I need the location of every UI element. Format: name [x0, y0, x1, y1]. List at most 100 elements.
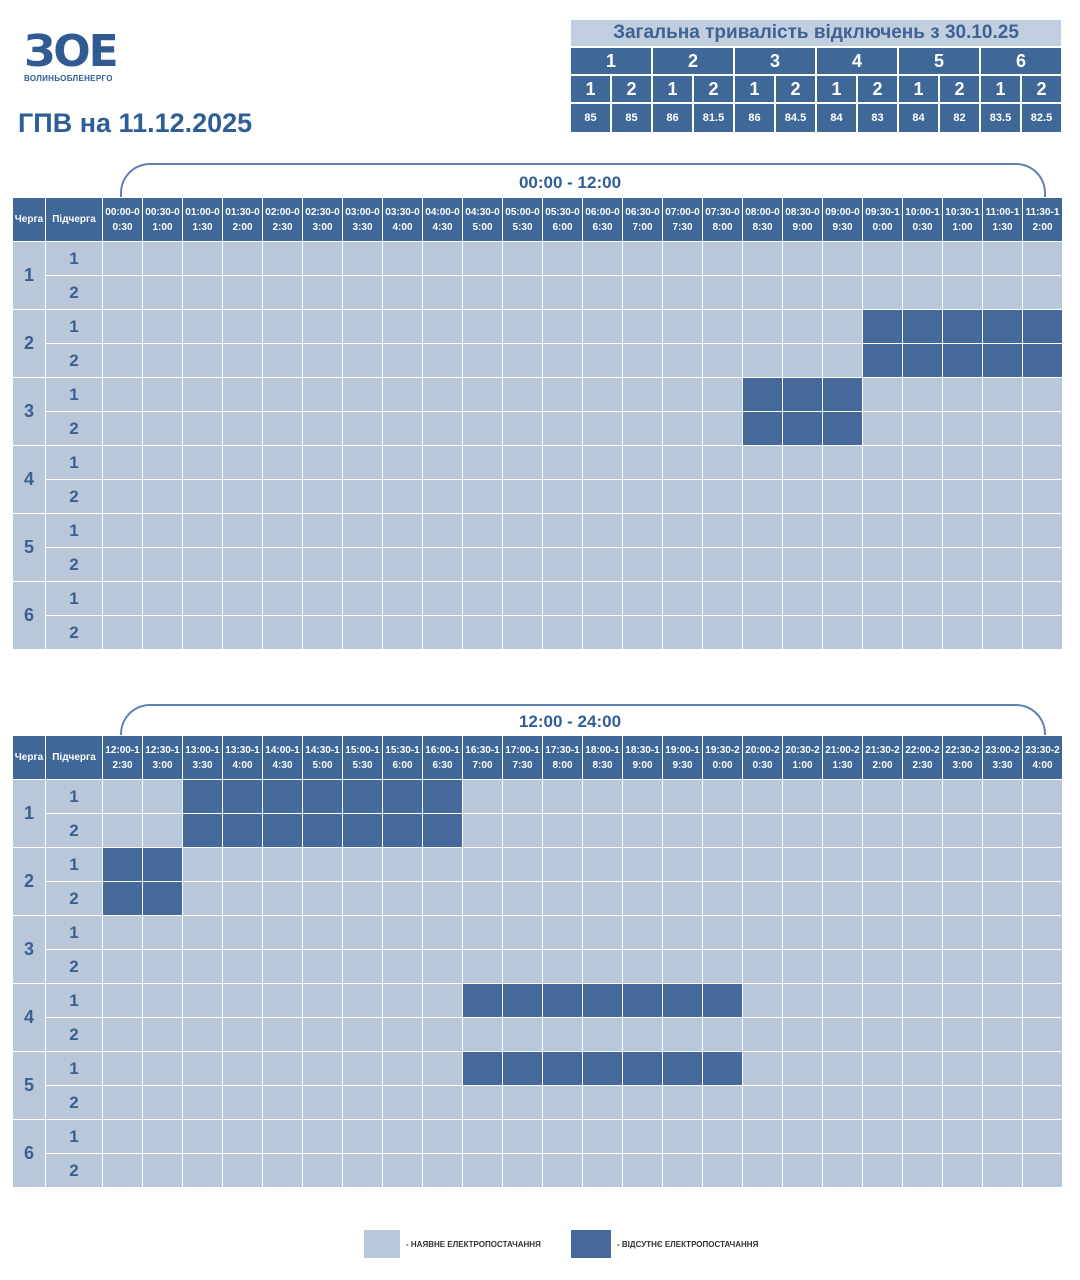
cell-available: [782, 275, 823, 310]
summary-subqueue: 1: [651, 74, 694, 104]
cell-available: [742, 1119, 783, 1154]
cell-available: [982, 1085, 1023, 1120]
cell-available: [222, 275, 263, 310]
cell-available: [142, 813, 183, 848]
slot-header: 21:00-21:30: [822, 735, 863, 780]
cell-available: [1022, 813, 1063, 848]
cell-available: [102, 779, 143, 814]
cell-available: [142, 581, 183, 616]
cell-available: [342, 847, 383, 882]
cell-available: [822, 847, 863, 882]
cell-available: [902, 241, 943, 276]
cell-available: [422, 881, 463, 916]
cell-available: [142, 411, 183, 446]
cell-available: [662, 847, 703, 882]
cell-available: [302, 949, 343, 984]
cell-available: [462, 813, 503, 848]
cell-available: [782, 513, 823, 548]
cell-outage: [742, 411, 783, 446]
summary-value: 84: [815, 102, 858, 134]
cell-available: [822, 1119, 863, 1154]
cell-available: [542, 1017, 583, 1052]
cell-available: [622, 881, 663, 916]
header-row: Черга Підчерга 12:00-12:30 12:30-13:00 13:00…: [12, 735, 1063, 780]
cell-available: [182, 343, 223, 378]
cell-available: [1022, 1017, 1063, 1052]
cell-available: [102, 411, 143, 446]
cell-available: [222, 343, 263, 378]
cell-available: [182, 847, 223, 882]
cell-available: [662, 547, 703, 582]
cell-available: [742, 241, 783, 276]
slot-header: 08:30-09:00: [782, 197, 823, 242]
cell-available: [382, 881, 423, 916]
subqueue-number: 1: [45, 779, 103, 814]
cell-available: [582, 581, 623, 616]
queue-number: 4: [12, 445, 46, 514]
cell-available: [982, 615, 1023, 650]
cell-available: [862, 847, 903, 882]
cell-available: [862, 241, 903, 276]
cell-available: [742, 949, 783, 984]
cell-available: [302, 1017, 343, 1052]
cell-outage: [142, 847, 183, 882]
cell-available: [222, 309, 263, 344]
summary-subqueue: 2: [610, 74, 653, 104]
summary-value: 83.5: [979, 102, 1022, 134]
summary-value: 83: [856, 102, 899, 134]
cell-available: [902, 547, 943, 582]
cell-available: [1022, 513, 1063, 548]
cell-available: [182, 445, 223, 480]
cell-available: [502, 411, 543, 446]
summary-subqueue: 2: [938, 74, 981, 104]
slot-header: 09:30-10:00: [862, 197, 903, 242]
cell-available: [782, 779, 823, 814]
cell-available: [902, 377, 943, 412]
cell-available: [662, 343, 703, 378]
cell-available: [582, 1085, 623, 1120]
cell-available: [102, 915, 143, 950]
slot-header: 14:00-14:30: [262, 735, 303, 780]
cell-available: [342, 1017, 383, 1052]
cell-available: [1022, 881, 1063, 916]
cell-available: [422, 309, 463, 344]
slot-header: 17:30-18:00: [542, 735, 583, 780]
cell-available: [182, 377, 223, 412]
cell-available: [622, 1017, 663, 1052]
cell-available: [902, 275, 943, 310]
summary-queue: 3: [733, 46, 817, 76]
cell-available: [462, 547, 503, 582]
cell-available: [862, 615, 903, 650]
cell-available: [342, 881, 383, 916]
cell-available: [942, 1119, 983, 1154]
cell-available: [822, 615, 863, 650]
logo-name: ВОЛИНЬОБЛЕНЕРГО: [24, 74, 113, 83]
cell-available: [742, 1153, 783, 1188]
subqueue-number: 2: [45, 881, 103, 916]
cell-available: [142, 983, 183, 1018]
cell-outage: [782, 411, 823, 446]
queue-header: Черга: [12, 735, 46, 780]
slot-header: 13:30-14:00: [222, 735, 263, 780]
cell-available: [502, 949, 543, 984]
cell-available: [462, 1017, 503, 1052]
cell-available: [902, 813, 943, 848]
cell-available: [382, 343, 423, 378]
cell-available: [102, 615, 143, 650]
cell-available: [902, 1119, 943, 1154]
slot-header: 21:30-22:00: [862, 735, 903, 780]
cell-available: [582, 1153, 623, 1188]
cell-available: [782, 547, 823, 582]
slot-header: 01:00-01:30: [182, 197, 223, 242]
cell-available: [462, 275, 503, 310]
cell-available: [102, 1119, 143, 1154]
summary-subqueue: 1: [979, 74, 1022, 104]
cell-available: [982, 581, 1023, 616]
cell-outage: [222, 813, 263, 848]
subqueue-number: 2: [45, 615, 103, 650]
cell-available: [582, 847, 623, 882]
queue-number: 6: [12, 581, 46, 650]
table-row: 2: [13, 1085, 1063, 1120]
